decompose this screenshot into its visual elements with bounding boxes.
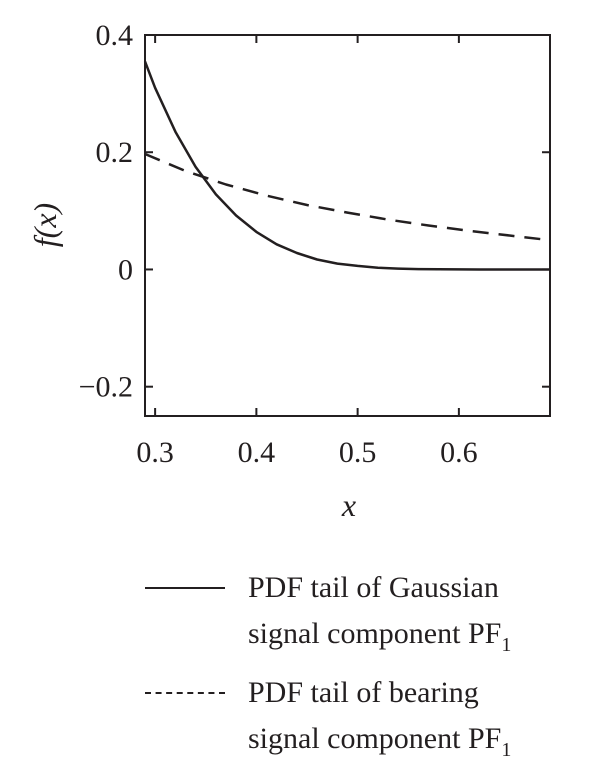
x-tick-label: 0.5	[339, 436, 377, 469]
legend-label-subscript: 1	[501, 634, 512, 656]
x-tick-label: 0.6	[440, 436, 478, 469]
legend: PDF tail of Gaussian signal component PF…	[140, 565, 595, 775]
x-tick-label: 0.4	[238, 436, 276, 469]
legend-label-bearing: PDF tail of bearing signal component PF1	[248, 670, 593, 773]
legend-item-gaussian: PDF tail of Gaussian signal component PF…	[140, 565, 595, 670]
y-tick-label: 0.4	[96, 19, 134, 52]
x-axis-label: x	[341, 487, 356, 523]
chart: 0.3 0.4 0.5 0.6 0.4 0.2 0 −0.2 x f(x)	[27, 19, 551, 523]
legend-item-bearing: PDF tail of bearing signal component PF1	[140, 670, 595, 775]
legend-label-line2: signal component PF	[248, 617, 502, 650]
plot-area: 0.3 0.4 0.5 0.6 0.4 0.2 0 −0.2	[79, 19, 551, 469]
x-tick-label: 0.3	[136, 436, 174, 469]
legend-label-line1: PDF tail of bearing	[248, 676, 479, 709]
y-tick-label: 0	[118, 253, 133, 286]
legend-label-line1: PDF tail of Gaussian	[248, 571, 499, 604]
y-tick-label: −0.2	[79, 371, 133, 404]
legend-label-subscript: 1	[501, 739, 512, 761]
series-line-gaussian	[143, 60, 550, 271]
y-tick-label: 0.2	[96, 136, 134, 169]
legend-label-line2: signal component PF	[248, 722, 502, 755]
y-axis-label: f(x)	[27, 203, 63, 247]
plot-frame	[144, 34, 551, 417]
legend-label-gaussian: PDF tail of Gaussian signal component PF…	[248, 565, 593, 668]
legend-solid-line-swatch	[145, 587, 225, 589]
legend-dashed-line-swatch	[145, 692, 225, 694]
series-line-bearing	[144, 152, 551, 242]
